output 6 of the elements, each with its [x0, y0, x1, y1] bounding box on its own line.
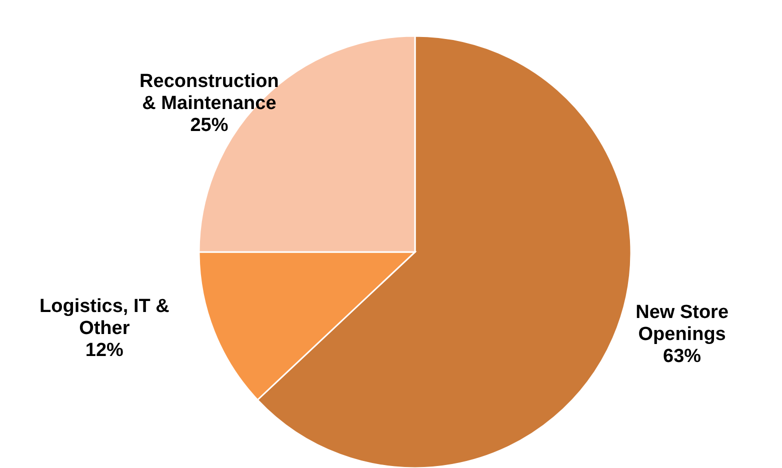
data-label: 25% [190, 115, 228, 136]
data-label: 12% [85, 340, 124, 361]
slice-label: Logistics, IT & Other [40, 296, 170, 339]
data-label: 63% [663, 346, 702, 368]
slice-label: New Store Openings [636, 302, 729, 346]
slice-label: Reconstruction & Maintenance [140, 71, 279, 114]
